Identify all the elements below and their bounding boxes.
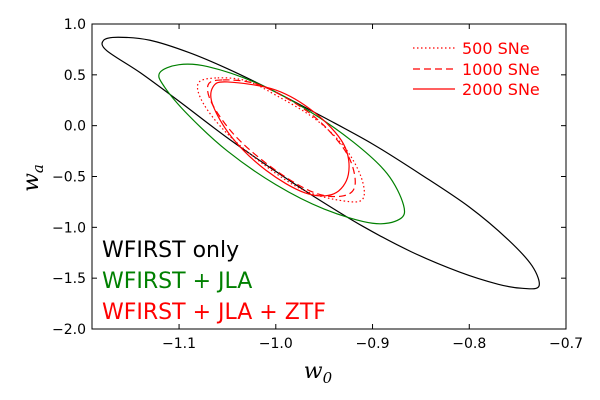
legend: 500 SNe 1000 SNe 2000 SNe [413, 39, 540, 99]
contour-wfirst-jla [158, 63, 406, 225]
x-tick-label: −1.1 [162, 336, 196, 352]
y-axis-label-sub: a [29, 164, 47, 173]
legend-label-1000: 1000 SNe [462, 60, 540, 79]
x-axis-label-sub: 0 [323, 369, 333, 387]
annotation-wfirst-only: WFIRST only [102, 238, 239, 263]
y-axis-label: wa [19, 164, 47, 192]
x-tick-label: −0.8 [452, 336, 486, 352]
y-tick-label: −1.0 [52, 220, 86, 236]
legend-label-2000: 2000 SNe [462, 80, 540, 99]
x-tick-label: −0.9 [356, 336, 390, 352]
contour-curves [101, 36, 540, 290]
contour-500-sne [196, 77, 365, 203]
y-tick-label: 1.0 [64, 17, 86, 33]
y-axis-label-main: w [19, 173, 44, 192]
x-tick-label: −0.7 [549, 336, 583, 352]
axis-ticks: −1.1 −1.0 −0.9 −0.8 −0.7 1.0 0.5 0.0 −0.5 −1.0 −1.… [52, 17, 583, 352]
y-tick-label: 0.0 [64, 119, 86, 135]
annotation-wfirst-jla: WFIRST + JLA [102, 269, 252, 294]
y-tick-label: −1.5 [52, 271, 86, 287]
annotation-wfirst-jla-ztf: WFIRST + JLA + ZTF [102, 300, 326, 325]
y-tick-label: −2.0 [52, 322, 86, 338]
contour-2000-sne [210, 81, 350, 197]
y-tick-label: −0.5 [52, 170, 86, 186]
legend-label-500: 500 SNe [462, 39, 530, 58]
annotations: WFIRST only WFIRST + JLA WFIRST + JLA + … [102, 238, 326, 325]
x-tick-label: −1.0 [259, 336, 293, 352]
y-tick-label: 0.5 [64, 68, 86, 84]
x-axis-label: w0 [304, 359, 333, 387]
contour-1000-sne [206, 79, 356, 198]
x-axis-label-main: w [304, 359, 323, 384]
